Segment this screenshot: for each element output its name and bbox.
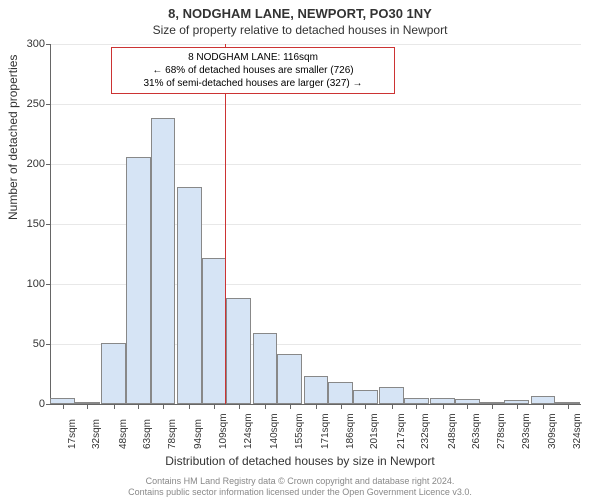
- info-box: 8 NODGHAM LANE: 116sqm← 68% of detached …: [111, 47, 395, 94]
- x-tick-mark: [341, 404, 342, 409]
- histogram-bar: [202, 258, 227, 404]
- gridline: [51, 104, 581, 105]
- x-tick-mark: [492, 404, 493, 409]
- histogram-bar: [531, 396, 556, 404]
- x-tick-mark: [467, 404, 468, 409]
- x-tick-mark: [265, 404, 266, 409]
- x-tick-mark: [517, 404, 518, 409]
- x-tick-label: 324sqm: [572, 413, 583, 449]
- x-tick-mark: [87, 404, 88, 409]
- x-tick-mark: [63, 404, 64, 409]
- histogram-bar: [328, 382, 353, 404]
- y-tick-label: 50: [15, 338, 45, 350]
- reference-line: [225, 44, 226, 404]
- histogram-bar: [226, 298, 251, 404]
- y-tick-mark: [46, 164, 51, 165]
- x-tick-label: 155sqm: [294, 413, 305, 449]
- histogram-bar: [277, 354, 302, 404]
- histogram-bar: [126, 157, 151, 404]
- y-tick-label: 250: [15, 98, 45, 110]
- info-box-line: 8 NODGHAM LANE: 116sqm: [118, 51, 388, 64]
- footer-attribution: Contains HM Land Registry data © Crown c…: [0, 476, 600, 498]
- histogram-bar: [151, 118, 176, 404]
- x-tick-label: 94sqm: [193, 419, 204, 449]
- chart-container: 8, NODGHAM LANE, NEWPORT, PO30 1NY Size …: [0, 0, 600, 500]
- x-tick-mark: [316, 404, 317, 409]
- y-tick-mark: [46, 404, 51, 405]
- info-box-line: 31% of semi-detached houses are larger (…: [118, 77, 388, 90]
- x-tick-mark: [114, 404, 115, 409]
- x-tick-label: 248sqm: [447, 413, 458, 449]
- x-tick-mark: [189, 404, 190, 409]
- y-tick-label: 200: [15, 158, 45, 170]
- y-tick-mark: [46, 284, 51, 285]
- histogram-bar: [379, 387, 404, 404]
- x-tick-mark: [214, 404, 215, 409]
- x-tick-label: 63sqm: [142, 419, 153, 449]
- x-axis-label: Distribution of detached houses by size …: [0, 454, 600, 468]
- x-tick-label: 78sqm: [167, 419, 178, 449]
- x-tick-mark: [163, 404, 164, 409]
- histogram-bar: [177, 187, 202, 404]
- y-tick-mark: [46, 224, 51, 225]
- x-tick-mark: [138, 404, 139, 409]
- gridline: [51, 44, 581, 45]
- x-tick-mark: [443, 404, 444, 409]
- histogram-bar: [101, 343, 126, 404]
- y-tick-label: 0: [15, 398, 45, 410]
- x-tick-label: 171sqm: [320, 413, 331, 449]
- histogram-bar: [253, 333, 278, 404]
- histogram-bar: [304, 376, 329, 404]
- x-tick-label: 32sqm: [91, 419, 102, 449]
- y-tick-mark: [46, 44, 51, 45]
- x-tick-mark: [416, 404, 417, 409]
- x-tick-label: 232sqm: [420, 413, 431, 449]
- x-tick-label: 17sqm: [67, 419, 78, 449]
- y-tick-label: 300: [15, 38, 45, 50]
- x-tick-mark: [239, 404, 240, 409]
- info-box-line: ← 68% of detached houses are smaller (72…: [118, 64, 388, 77]
- y-tick-label: 150: [15, 218, 45, 230]
- title-description: Size of property relative to detached ho…: [0, 21, 600, 37]
- title-address: 8, NODGHAM LANE, NEWPORT, PO30 1NY: [0, 0, 600, 21]
- x-tick-label: 217sqm: [396, 413, 407, 449]
- x-tick-label: 278sqm: [496, 413, 507, 449]
- plot-region: 05010015020025030017sqm32sqm48sqm63sqm78…: [50, 44, 581, 405]
- x-tick-label: 186sqm: [345, 413, 356, 449]
- y-tick-mark: [46, 104, 51, 105]
- y-tick-label: 100: [15, 278, 45, 290]
- footer-line-1: Contains HM Land Registry data © Crown c…: [0, 476, 600, 487]
- x-tick-mark: [392, 404, 393, 409]
- histogram-bar: [353, 390, 378, 404]
- footer-line-2: Contains public sector information licen…: [0, 487, 600, 498]
- x-tick-mark: [543, 404, 544, 409]
- x-tick-mark: [568, 404, 569, 409]
- x-tick-label: 109sqm: [218, 413, 229, 449]
- x-tick-label: 263sqm: [471, 413, 482, 449]
- x-tick-label: 201sqm: [369, 413, 380, 449]
- x-tick-mark: [290, 404, 291, 409]
- chart-area: 05010015020025030017sqm32sqm48sqm63sqm78…: [50, 44, 580, 404]
- x-tick-label: 140sqm: [269, 413, 280, 449]
- y-tick-mark: [46, 344, 51, 345]
- x-tick-label: 124sqm: [243, 413, 254, 449]
- x-tick-label: 293sqm: [521, 413, 532, 449]
- y-axis-label: Number of detached properties: [6, 55, 20, 220]
- x-tick-label: 309sqm: [547, 413, 558, 449]
- x-tick-label: 48sqm: [118, 419, 129, 449]
- x-tick-mark: [365, 404, 366, 409]
